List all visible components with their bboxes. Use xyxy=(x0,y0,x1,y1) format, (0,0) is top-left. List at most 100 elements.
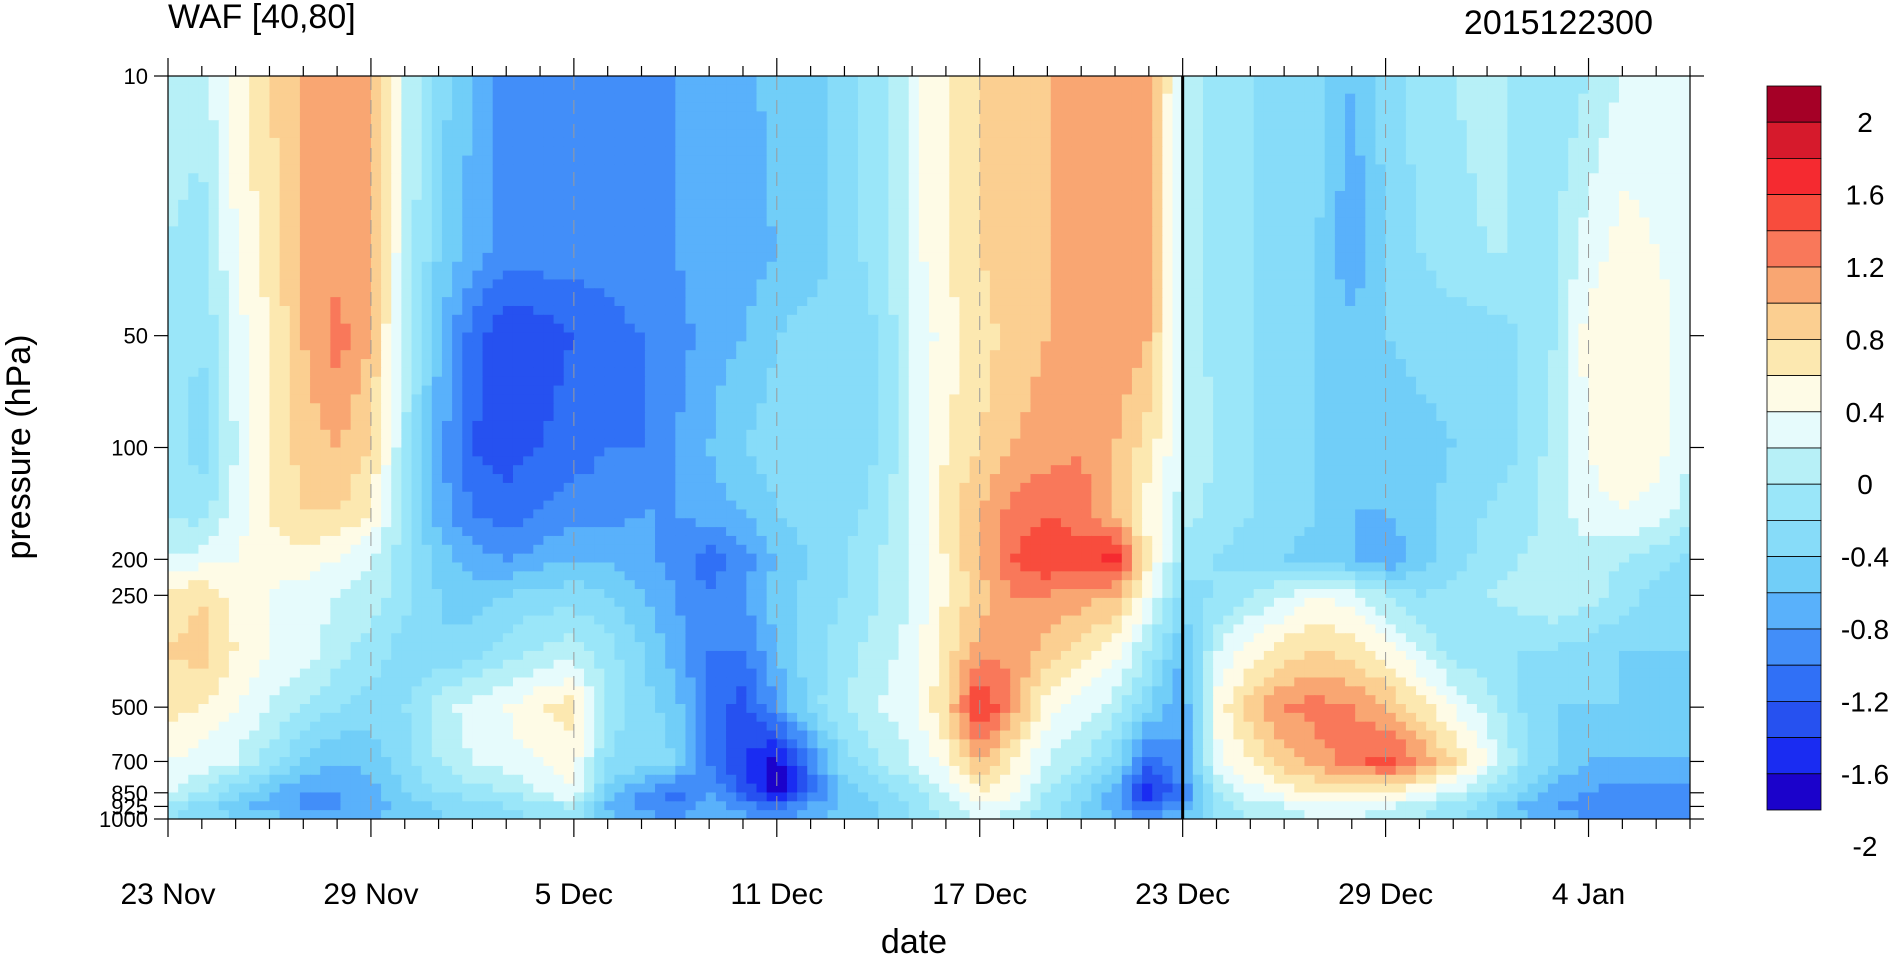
contour-cell xyxy=(188,323,200,334)
contour-cell xyxy=(1030,341,1042,351)
contour-cell xyxy=(1131,261,1143,272)
contour-cell xyxy=(898,323,910,334)
contour-cell xyxy=(594,367,605,378)
contour-cell xyxy=(1507,111,1519,121)
contour-cell xyxy=(1669,323,1681,334)
contour-cell xyxy=(401,173,413,183)
contour-cell xyxy=(918,76,930,86)
contour-cell xyxy=(675,129,687,139)
contour-cell xyxy=(452,244,463,254)
contour-cell xyxy=(807,164,818,174)
contour-cell xyxy=(1020,359,1032,369)
contour-cell xyxy=(533,367,545,378)
contour-cell xyxy=(705,235,717,245)
contour-cell xyxy=(766,252,778,263)
contour-cell xyxy=(289,76,301,86)
contour-cell xyxy=(644,217,656,227)
contour-cell xyxy=(1426,332,1437,342)
contour-cell xyxy=(1050,173,1062,183)
contour-cell xyxy=(908,359,920,369)
contour-cell xyxy=(1020,288,1032,298)
contour-cell xyxy=(1324,182,1336,192)
contour-cell xyxy=(695,182,707,192)
contour-cell xyxy=(979,332,991,342)
contour-cell xyxy=(1446,332,1458,342)
contour-cell xyxy=(584,341,595,351)
contour-cell xyxy=(847,341,859,351)
contour-cell xyxy=(908,332,920,342)
contour-cell xyxy=(1091,120,1103,130)
contour-cell xyxy=(1365,323,1377,334)
contour-cell xyxy=(533,155,545,166)
contour-cell xyxy=(472,164,484,174)
contour-cell xyxy=(1304,146,1316,157)
contour-cell xyxy=(837,235,849,245)
contour-cell xyxy=(837,146,849,157)
contour-cell xyxy=(695,102,707,112)
contour-cell xyxy=(1010,288,1021,298)
contour-cell xyxy=(1527,261,1539,272)
contour-cell xyxy=(807,235,818,245)
contour-cell xyxy=(939,129,950,139)
contour-cell xyxy=(1081,129,1092,139)
contour-cell xyxy=(1547,120,1559,130)
contour-cell xyxy=(1324,146,1336,157)
contour-cell xyxy=(888,190,900,201)
contour-cell xyxy=(340,84,352,95)
contour-cell xyxy=(472,244,484,254)
contour-cell xyxy=(1578,182,1590,192)
contour-cell xyxy=(431,332,443,342)
contour-cell xyxy=(685,350,697,360)
contour-cell xyxy=(1162,84,1174,95)
contour-cell xyxy=(1395,120,1407,130)
contour-cell xyxy=(188,305,200,316)
contour-cell xyxy=(208,341,220,351)
contour-cell xyxy=(441,261,453,272)
contour-cell xyxy=(1345,120,1356,130)
contour-cell xyxy=(1010,93,1021,104)
contour-cell xyxy=(218,226,230,236)
contour-cell xyxy=(644,208,656,219)
contour-cell xyxy=(401,367,413,378)
contour-cell xyxy=(1568,297,1579,307)
contour-cell xyxy=(1446,350,1458,360)
contour-cell xyxy=(462,146,473,157)
contour-cell xyxy=(1588,155,1600,166)
contour-cell xyxy=(685,173,697,183)
contour-cell xyxy=(239,190,250,201)
contour-cell xyxy=(786,332,798,342)
contour-cell xyxy=(1253,208,1265,219)
contour-cell xyxy=(1172,332,1184,342)
contour-cell xyxy=(908,76,920,86)
contour-cell xyxy=(1060,244,1072,254)
contour-cell xyxy=(939,297,950,307)
contour-cell xyxy=(188,155,200,166)
contour-cell xyxy=(573,270,585,281)
contour-cell xyxy=(898,217,910,227)
contour-cell xyxy=(918,208,930,219)
contour-cell xyxy=(523,244,534,254)
contour-cell xyxy=(918,314,930,325)
contour-cell xyxy=(492,199,504,210)
contour-cell xyxy=(1010,235,1021,245)
contour-cell xyxy=(857,199,869,210)
contour-cell xyxy=(1669,252,1681,263)
contour-cell xyxy=(857,323,869,334)
contour-cell xyxy=(492,93,504,104)
contour-cell xyxy=(949,226,961,236)
contour-cell xyxy=(228,137,240,148)
contour-cell xyxy=(360,323,372,334)
contour-cell xyxy=(1537,350,1549,360)
contour-cell xyxy=(259,173,271,183)
contour-cell xyxy=(1304,279,1316,289)
contour-cell xyxy=(989,102,1001,112)
contour-cell xyxy=(1578,146,1590,157)
contour-cell xyxy=(482,323,494,334)
contour-cell xyxy=(1527,190,1539,201)
contour-cell xyxy=(1121,235,1133,245)
contour-cell xyxy=(1172,76,1184,86)
contour-cell xyxy=(1395,297,1407,307)
contour-cell xyxy=(1131,129,1143,139)
contour-cell xyxy=(1142,270,1153,281)
contour-cell xyxy=(675,314,687,325)
